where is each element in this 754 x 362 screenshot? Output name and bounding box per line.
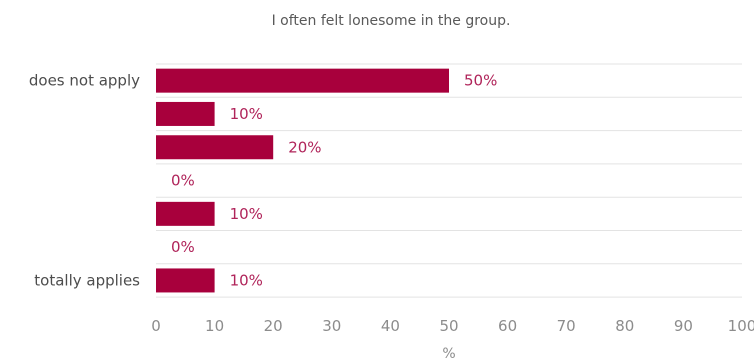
value-label: 10%: [230, 271, 263, 289]
x-tick-label: 90: [674, 317, 693, 335]
bar: [156, 268, 215, 293]
x-tick-label: 100: [728, 317, 754, 335]
bar: [156, 101, 215, 126]
x-tick-label: 20: [264, 317, 283, 335]
bar: [156, 68, 449, 93]
x-tick-label: 70: [557, 317, 576, 335]
x-axis-title: %: [442, 346, 455, 362]
x-tick-label: 50: [439, 317, 458, 335]
value-label: 0%: [171, 172, 195, 190]
x-tick-label: 40: [381, 317, 400, 335]
x-axis: 0 10 20 30 40 50 60 70 80 90 100: [151, 317, 754, 335]
chart-bars: does not apply 50% 10% 20% 0% 10% 0% totally ap…: [29, 68, 497, 293]
category-label: totally applies: [34, 271, 140, 289]
x-tick-label: 0: [151, 317, 161, 335]
value-label: 10%: [230, 105, 263, 123]
bar: [156, 135, 274, 160]
category-label: does not apply: [29, 72, 140, 90]
value-label: 0%: [171, 238, 195, 256]
x-tick-label: 30: [322, 317, 341, 335]
x-tick-label: 80: [615, 317, 634, 335]
value-label: 50%: [464, 72, 497, 90]
value-label: 10%: [230, 205, 263, 223]
x-tick-label: 60: [498, 317, 517, 335]
x-tick-label: 10: [205, 317, 224, 335]
chart-rows: [156, 63, 742, 298]
chart-title: I often felt lonesome in the group.: [272, 13, 511, 29]
bar: [156, 201, 215, 226]
value-label: 20%: [288, 138, 321, 156]
